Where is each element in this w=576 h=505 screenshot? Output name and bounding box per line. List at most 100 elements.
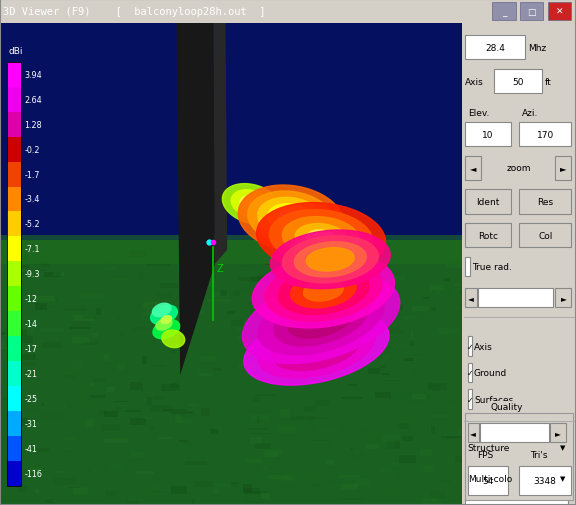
Text: ◄: ◄ <box>470 164 476 173</box>
Bar <box>52 449 55 451</box>
Bar <box>37 448 49 452</box>
Bar <box>66 438 76 440</box>
Bar <box>420 465 434 472</box>
Bar <box>457 463 480 465</box>
Bar <box>136 404 158 408</box>
Bar <box>465 258 470 277</box>
Bar <box>316 428 339 432</box>
Bar <box>0 236 462 265</box>
Bar <box>412 367 415 374</box>
Bar <box>238 278 261 282</box>
Bar <box>422 400 433 401</box>
Bar <box>389 329 404 334</box>
Bar <box>42 283 64 287</box>
Bar <box>427 415 447 417</box>
Bar <box>257 276 277 282</box>
Bar <box>147 397 153 405</box>
Text: ✓: ✓ <box>467 395 473 403</box>
Bar <box>150 426 155 430</box>
Bar <box>153 396 164 400</box>
Text: Tri's: Tri's <box>529 450 547 459</box>
Bar <box>263 356 270 361</box>
Bar <box>368 320 373 326</box>
Bar <box>454 289 471 293</box>
Text: -25: -25 <box>25 394 37 403</box>
Text: 3D Viewer (F9)    [  balconyloop28h.out  ]: 3D Viewer (F9) [ balconyloop28h.out ] <box>3 7 266 17</box>
Bar <box>232 375 240 376</box>
Bar <box>0 240 462 505</box>
Bar <box>314 345 316 349</box>
Bar <box>441 331 444 334</box>
Bar <box>234 350 242 357</box>
Bar <box>326 460 334 466</box>
Bar <box>109 465 123 468</box>
Polygon shape <box>270 231 390 289</box>
Bar <box>303 368 309 372</box>
Text: ►: ► <box>555 428 560 437</box>
Bar <box>289 286 301 291</box>
Bar <box>478 289 553 308</box>
Bar <box>438 480 451 482</box>
Bar <box>257 380 281 387</box>
Polygon shape <box>240 196 264 213</box>
Bar <box>454 422 467 429</box>
Bar <box>468 363 472 382</box>
Text: Structure: Structure <box>468 443 510 452</box>
Bar <box>465 36 525 60</box>
Bar <box>171 486 187 493</box>
Bar <box>468 467 507 495</box>
Bar <box>399 305 403 310</box>
Bar <box>174 313 180 315</box>
Bar <box>7 362 21 386</box>
Bar <box>84 388 100 396</box>
Bar <box>281 348 284 350</box>
Bar <box>315 400 330 406</box>
Bar <box>267 321 288 325</box>
Text: Surfaces: Surfaces <box>474 395 513 403</box>
Bar <box>382 355 390 360</box>
Bar <box>382 267 387 270</box>
Bar <box>5 255 28 260</box>
Bar <box>181 420 191 424</box>
Bar <box>118 364 125 370</box>
Polygon shape <box>153 304 171 317</box>
Text: -12: -12 <box>25 294 37 304</box>
Polygon shape <box>222 184 281 225</box>
Bar <box>391 473 409 478</box>
Bar <box>31 271 39 280</box>
Bar <box>104 332 124 339</box>
Bar <box>135 471 154 474</box>
Text: 28.4: 28.4 <box>485 44 505 53</box>
Polygon shape <box>258 198 324 240</box>
Bar <box>355 479 369 486</box>
Bar <box>110 359 117 366</box>
Bar <box>355 424 370 427</box>
Bar <box>3 493 14 498</box>
Bar <box>235 287 249 291</box>
Text: dBi: dBi <box>8 46 23 56</box>
Bar <box>323 286 335 291</box>
Bar <box>233 291 240 297</box>
Bar <box>237 336 241 340</box>
Bar <box>207 349 214 352</box>
Text: True rad.: True rad. <box>472 263 511 272</box>
Polygon shape <box>295 224 347 252</box>
Text: zoom: zoom <box>507 164 531 173</box>
Bar <box>214 484 238 487</box>
Bar <box>7 411 21 436</box>
Bar <box>55 299 58 301</box>
Bar <box>319 264 339 271</box>
Bar <box>249 277 270 282</box>
Bar <box>194 265 200 271</box>
Bar <box>18 485 27 492</box>
Bar <box>190 325 203 330</box>
Bar <box>145 394 151 396</box>
Bar <box>419 484 438 485</box>
Bar <box>36 423 43 428</box>
Text: -5.2: -5.2 <box>25 220 40 229</box>
Bar <box>210 429 218 434</box>
Bar <box>323 323 335 330</box>
Bar <box>35 297 55 301</box>
Bar <box>250 416 270 421</box>
Bar <box>459 289 483 296</box>
